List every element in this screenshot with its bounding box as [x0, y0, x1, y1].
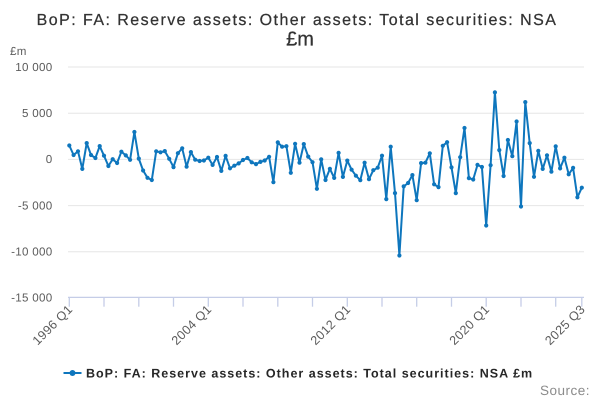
svg-text:BoP: FA: Reserve assets: Other: BoP: FA: Reserve assets: Other assets: T… [37, 12, 558, 29]
svg-text:5 000: 5 000 [22, 107, 53, 120]
svg-text:10 000: 10 000 [15, 61, 52, 74]
svg-text:BoP: FA: Reserve assets: Other: BoP: FA: Reserve assets: Other assets: T… [86, 367, 533, 381]
svg-text:£m: £m [286, 29, 314, 51]
svg-text:Source:: Source: [540, 383, 590, 398]
svg-text:-5 000: -5 000 [18, 199, 53, 212]
svg-text:£m: £m [10, 45, 27, 58]
svg-text:0: 0 [46, 153, 53, 166]
svg-text:-15 000: -15 000 [11, 292, 52, 305]
svg-text:-10 000: -10 000 [11, 246, 52, 259]
